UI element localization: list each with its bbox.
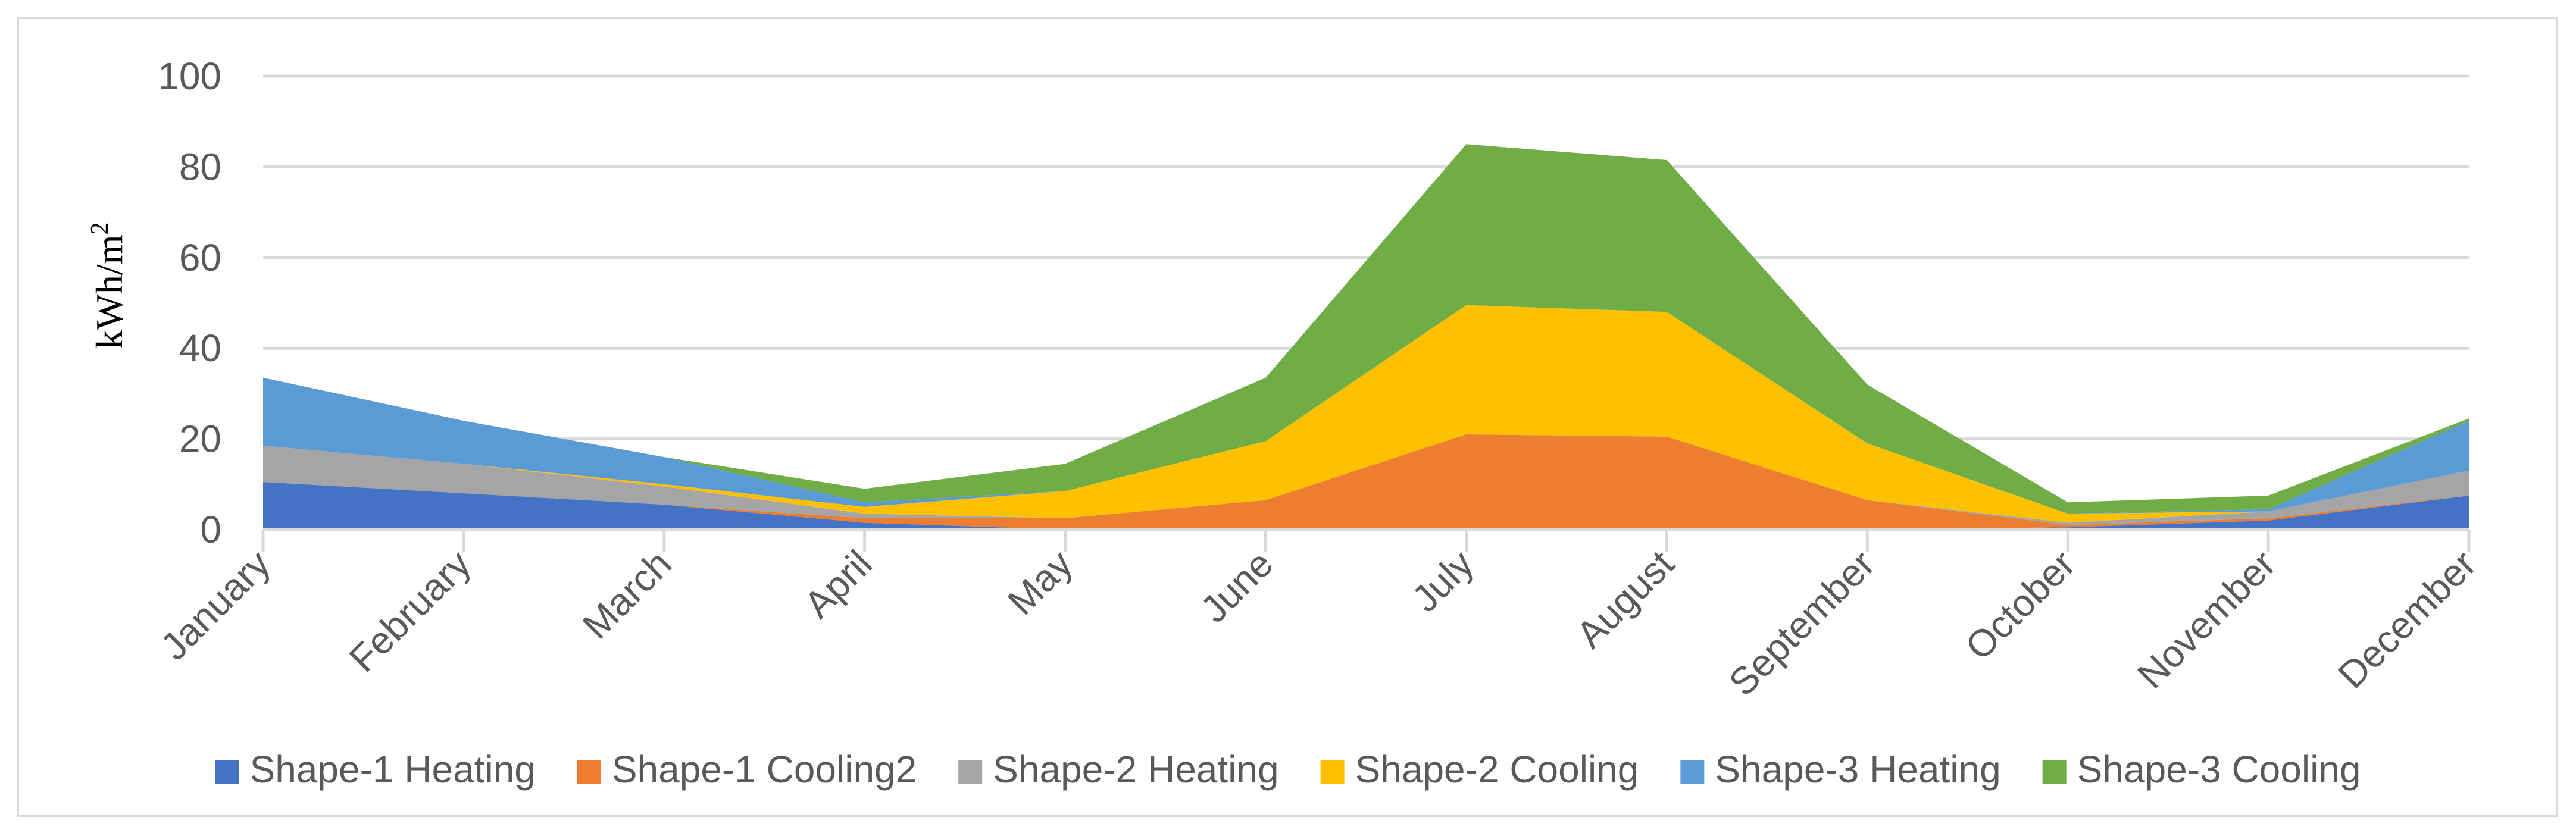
legend-item: Shape-1 Heating [215,748,536,791]
legend-swatch [1320,760,1345,784]
plot-areas [263,144,2469,530]
x-tick-label: May [999,542,1080,623]
x-tick-label: March [574,542,680,647]
x-tick-label: April [796,542,880,626]
x-tick-label: November [2129,542,2284,697]
legend-label: Shape-1 Cooling2 [612,748,917,791]
legend: Shape-1 Heating Shape-1 Cooling2 Shape-2 H… [215,748,2361,791]
x-tick-label: June [1192,542,1281,631]
legend-swatch [215,760,239,784]
axes: January February March April May June July Augu… [152,528,2484,704]
legend-item: Shape-1 Cooling2 [577,748,917,791]
y-tick-label: 40 [179,327,221,370]
legend-label: Shape-2 Cooling [1355,748,1639,791]
y-tick-label: 100 [158,55,221,98]
legend-item: Shape-2 Cooling [1320,748,1639,791]
legend-swatch [2042,760,2067,784]
y-tick-label: 60 [179,236,221,279]
legend-label: Shape-3 Heating [1715,748,2000,791]
legend-item: Shape-3 Cooling [2042,748,2361,791]
y-tick-label: 0 [200,508,221,551]
x-tick-label: February [341,542,479,680]
x-tick-label: July [1403,542,1481,620]
x-tick-label: December [2330,542,2484,697]
grid-lines: 0 20 40 60 80 100 [158,55,2469,551]
area-series-shape-1-cooling2 [263,434,2469,530]
y-tick-label: 80 [179,145,221,188]
area-series-shape-2-cooling [263,305,2469,523]
x-tick-label: August [1568,542,1682,656]
legend-label: Shape-2 Heating [993,748,1278,791]
area-series-shape-3-cooling [263,144,2469,514]
y-axis-title: kWh/m2 [86,223,130,349]
legend-swatch [577,760,601,784]
x-tick-label: October [1957,542,2083,668]
legend-swatch [1680,760,1705,784]
x-tick-label: September [1721,542,1883,704]
y-tick-label: 20 [179,418,221,461]
area-series-shape-1-heating [263,482,2469,530]
legend-item: Shape-3 Heating [1680,748,2001,791]
legend-item: Shape-2 Heating [958,748,1279,791]
legend-label: Shape-3 Cooling [2077,748,2361,791]
legend-label: Shape-1 Heating [250,748,536,791]
area-series-shape-2-heating [263,434,2469,525]
legend-swatch [958,760,983,784]
x-tick-label: January [152,542,279,668]
